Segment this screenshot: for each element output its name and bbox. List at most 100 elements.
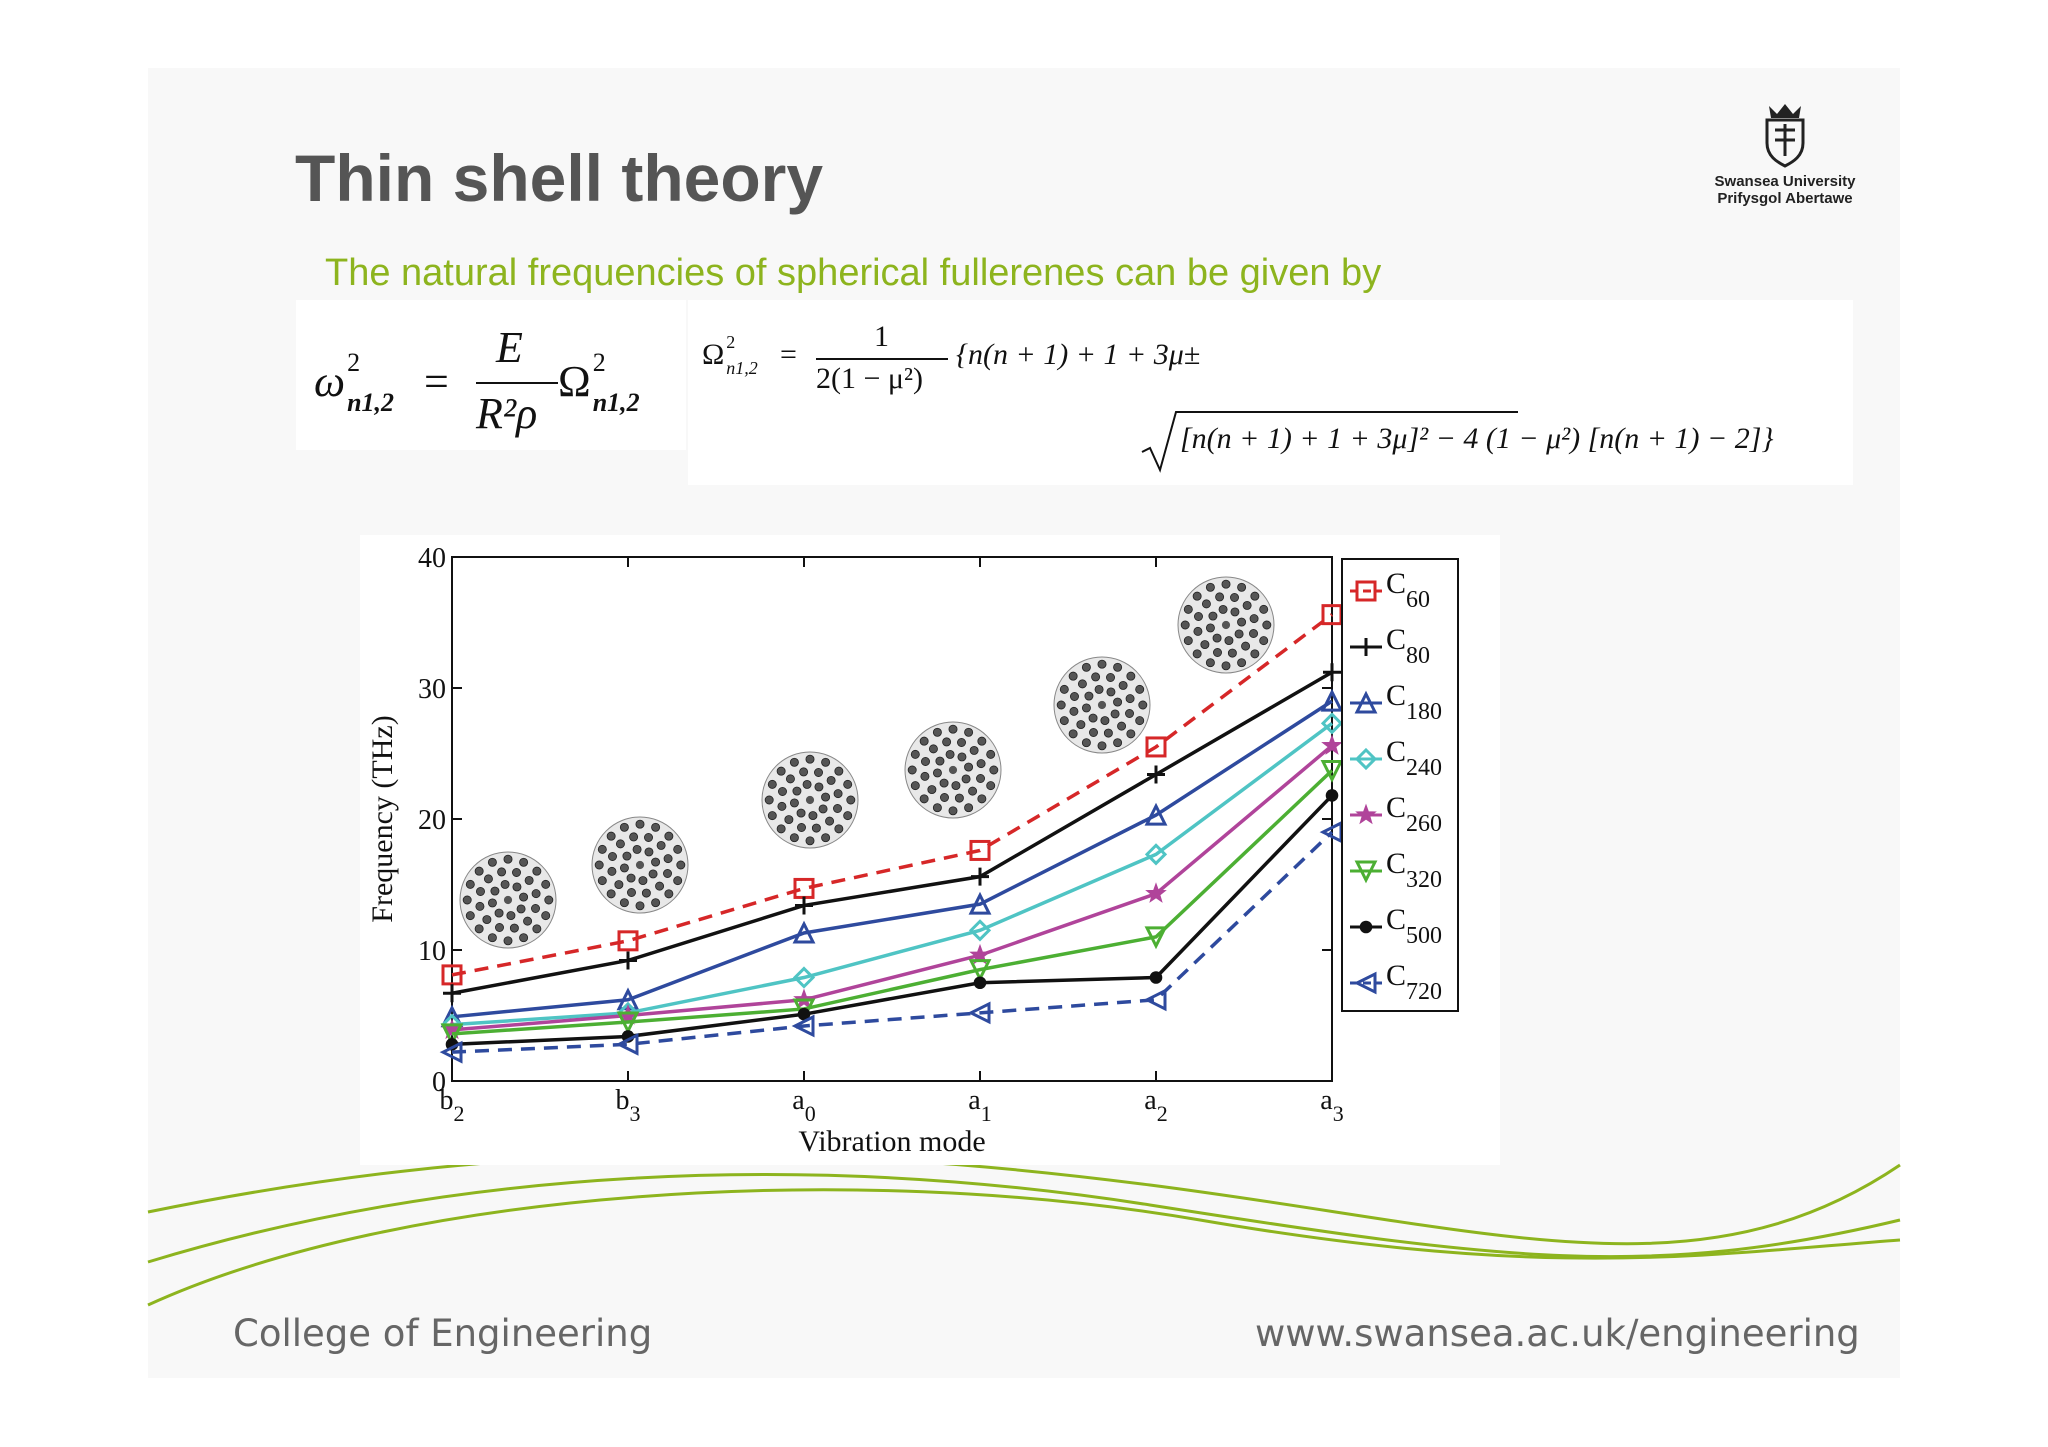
y-tick-label: 40 [418,543,446,574]
data-point-C80 [443,984,461,1003]
eq3-radicand: [n(n + 1) + 1 + 3μ]² − 4 (1 − μ²) [n(n +… [1180,422,1774,455]
legend-label: C720 [1386,959,1442,1005]
fullerene-image [1177,576,1275,674]
data-point-C720 [439,1040,463,1064]
series-line-C260 [451,744,1334,1032]
data-point-C320 [1144,926,1168,950]
eq2-lhs: Ω 2 n1,2 [702,332,758,378]
fullerene-image [1053,656,1151,754]
footer-url[interactable]: www.swansea.ac.uk/engineering [1255,1312,1860,1355]
y-tick-label: 30 [418,674,446,705]
series-line-C720 [451,830,1334,1054]
y-axis-label: Frequency (THz) [366,715,399,922]
equation-box-1: ω 2 n1,2 = E R²ρ Ω 2 n1,2 [296,300,686,450]
eq2-equals: = [780,338,797,371]
university-logo: Swansea University Prifysgol Abertawe [1690,98,1880,207]
data-point-C500 [1325,789,1339,802]
data-point-C260 [1321,734,1343,755]
data-point-C720 [615,1032,639,1056]
footer-college: College of Engineering [233,1312,653,1355]
eq1-equals: = [424,357,449,406]
data-point-C240 [968,919,992,942]
data-point-C500 [797,1007,811,1021]
data-point-C320 [1320,760,1344,783]
data-point-C240 [1144,843,1168,866]
series-line-C500 [451,794,1334,1047]
legend-marker [1353,971,1377,995]
data-point-C180 [968,891,992,915]
data-point-C320 [792,998,816,1022]
eq2-fraction-bar [816,358,948,360]
data-point-C320 [440,1023,464,1047]
eq2-denominator: 2(1 − μ²) [816,362,923,395]
data-point-C720 [967,1001,991,1025]
legend-label: C180 [1386,679,1442,725]
data-point-C80 [1147,765,1165,784]
fullerene-image [459,851,557,949]
data-point-C180 [792,920,816,944]
data-point-C80 [1323,663,1341,682]
legend-label: C80 [1386,623,1430,669]
data-point-C500 [1149,971,1163,984]
data-point-C180 [1144,802,1168,826]
legend-label: C500 [1386,903,1442,949]
subtitle: The natural frequencies of spherical ful… [325,252,1382,294]
fullerene-image [591,816,689,914]
fullerene-image [904,721,1002,819]
series-line-C320 [451,769,1334,1036]
eq1-fraction-bar [476,382,558,384]
chart-background [360,535,1500,1165]
y-tick-label: 20 [418,805,446,836]
data-point-C720 [791,1014,815,1038]
frequency-chart: 0 10 20 30 40 b2 b3 a0 a1 a2 a3 Vibration mode Frequ… [360,535,1500,1165]
data-point-C60 [1145,736,1167,758]
data-point-C60 [617,930,639,952]
x-axis-label: Vibration mode [798,1125,985,1158]
series-line-C180 [451,699,1333,1019]
legend-label: C240 [1386,735,1442,781]
series-line-C80 [451,670,1333,995]
data-point-C80 [971,867,989,886]
legend-label: C60 [1386,567,1430,613]
fullerene-image [761,751,859,849]
data-point-C320 [616,1011,640,1035]
data-point-C500 [973,976,987,990]
data-point-C240 [792,966,816,989]
data-point-C240 [1320,712,1344,735]
data-point-C80 [619,951,637,970]
sqrt-sign-icon [1141,411,1518,473]
legend-marker [1354,860,1378,884]
data-point-C720 [1143,988,1167,1012]
eq1-numerator: E [496,323,523,372]
legend-marker [1354,747,1378,771]
x-tick-label: a1 [968,1085,991,1126]
x-tick-label: a3 [1320,1085,1343,1126]
eq2-remainder: {n(n + 1) + 1 + 3μ± [956,338,1201,371]
legend-label: C320 [1386,847,1442,893]
equation-box-2: Ω 2 n1,2 = 1 2(1 − μ²) {n(n + 1) + 1 + 3… [688,300,1853,485]
x-tick-label: b2 [440,1085,465,1126]
eq1-rhs: Ω 2 n1,2 [558,348,640,417]
x-tick-label: b3 [616,1085,641,1126]
data-point-C60 [969,839,991,861]
y-tick-label: 10 [418,936,446,967]
x-tick-label: a2 [1144,1085,1167,1126]
eq2-numerator: 1 [874,320,889,353]
data-point-C80 [795,896,813,915]
legend-marker [1359,920,1373,934]
series-line-C60 [451,613,1334,977]
logo-line-2: Prifysgol Abertawe [1717,190,1853,207]
legend-box [1341,558,1459,1012]
legend-marker [1357,638,1375,656]
university-crest-icon [1765,104,1805,168]
x-tick-label: a0 [792,1085,815,1126]
eq1-denominator: R²ρ [476,389,538,438]
legend-marker [1355,803,1377,825]
eq1-lhs: ω 2 n1,2 [314,348,395,417]
series-line-C240 [451,721,1334,1027]
legend-marker [1355,580,1377,602]
y-tick-label: 0 [432,1067,446,1098]
data-point-C180 [1320,688,1344,712]
page-title: Thin shell theory [295,141,824,215]
